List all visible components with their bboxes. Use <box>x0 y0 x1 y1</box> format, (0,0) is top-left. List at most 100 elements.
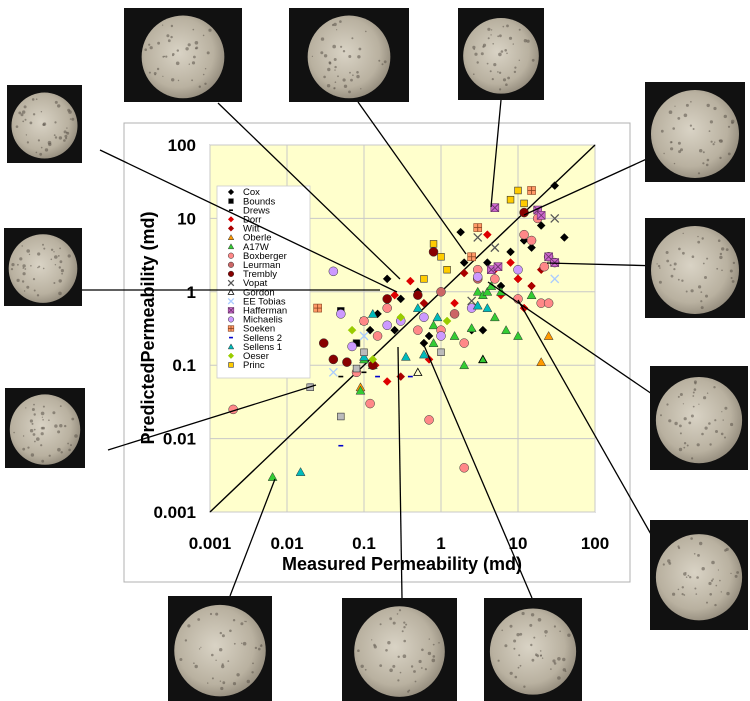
data-point-5-1 <box>536 357 547 367</box>
core-sample-disc <box>655 376 743 464</box>
data-point-6-16 <box>526 290 537 300</box>
data-point-15-1 <box>473 223 483 232</box>
data-point-0-22 <box>390 325 399 335</box>
core-sample-disc <box>651 226 739 314</box>
data-point-17-7 <box>472 300 483 310</box>
data-point-7-19 <box>543 298 554 308</box>
data-point-4-4 <box>527 281 536 291</box>
leader-line-10 <box>229 478 276 597</box>
data-point-14-2 <box>382 320 392 331</box>
data-point-0-2 <box>396 294 406 304</box>
core-photo-0 <box>7 85 82 163</box>
data-point-20-2 <box>360 348 368 356</box>
data-point-9-7 <box>318 338 329 348</box>
legend-label-12: EE Tobias <box>243 296 286 307</box>
core-sample-disc <box>463 18 539 94</box>
data-point-10-1 <box>550 213 560 223</box>
legend-marker-18 <box>227 352 235 359</box>
legend-marker-13 <box>227 307 235 314</box>
one-to-one-line <box>209 144 596 513</box>
legend-marker-3 <box>227 216 235 223</box>
core-photo-7 <box>645 218 745 318</box>
legend-label-13: Hafferman <box>243 306 287 317</box>
data-point-17-4 <box>432 312 443 322</box>
data-point-7-2 <box>359 316 369 326</box>
data-point-7-14 <box>526 235 537 246</box>
data-point-9-5 <box>428 247 439 257</box>
data-point-15-0 <box>313 303 322 313</box>
legend-marker-15 <box>227 325 235 332</box>
data-point-14-1 <box>336 309 346 319</box>
data-point-0-18 <box>536 221 546 230</box>
data-point-10-3 <box>467 296 477 306</box>
data-point-4-2 <box>459 268 469 278</box>
legend-marker-4 <box>227 225 235 232</box>
data-point-8-2 <box>449 309 460 319</box>
data-point-7-8 <box>459 463 469 473</box>
y-tick-label: 0.1 <box>172 356 196 375</box>
data-point-7-4 <box>382 303 392 313</box>
data-point-17-1 <box>359 351 369 361</box>
data-point-19-6 <box>506 195 515 204</box>
core-photo-5 <box>458 8 544 100</box>
leader-line-12 <box>422 342 533 599</box>
y-tick-label: 100 <box>168 136 196 155</box>
leader-line-11 <box>397 346 403 599</box>
legend-label-4: Witt <box>243 224 260 235</box>
data-point-7-3 <box>372 331 383 341</box>
data-point-11-0 <box>478 354 488 363</box>
legend-label-11: Gordon <box>243 287 275 298</box>
data-point-3-2 <box>390 290 399 300</box>
core-photo-6 <box>645 82 745 182</box>
legend-label-6: A17W <box>243 242 269 253</box>
data-point-6-7 <box>466 323 477 332</box>
legend-label-19: Princ <box>243 360 265 371</box>
data-point-13-6 <box>493 262 503 271</box>
legend-label-17: Sellens 1 <box>243 342 282 353</box>
data-point-14-7 <box>472 272 483 282</box>
leader-line-4 <box>357 101 467 255</box>
data-point-17-3 <box>412 303 423 312</box>
data-point-5-0 <box>543 330 554 340</box>
core-photo-11 <box>342 598 457 701</box>
legend-marker-10 <box>227 279 235 287</box>
legend-label-3: Dorr <box>243 215 261 226</box>
data-point-3-9 <box>513 274 523 284</box>
core-photo-10 <box>168 596 272 701</box>
data-point-15-3 <box>467 252 476 262</box>
core-sample-disc <box>141 15 225 99</box>
leader-lines <box>82 99 675 599</box>
data-point-3-5 <box>450 298 459 308</box>
data-point-10-2 <box>490 243 500 253</box>
legend-marker-12 <box>227 297 235 305</box>
legend-marker-9 <box>227 270 235 277</box>
data-point-9-0 <box>328 354 339 365</box>
data-point-6-12 <box>489 312 500 322</box>
legend: CoxBoundsDrewsDorrWittOberleA17WBoxberge… <box>216 185 311 379</box>
data-point-6-5 <box>449 330 460 340</box>
data-point-12-2 <box>550 274 560 284</box>
legend-marker-19 <box>228 362 234 368</box>
core-photo-12 <box>484 598 582 701</box>
data-point-3-8 <box>506 258 515 267</box>
data-point-4-1 <box>419 298 429 308</box>
data-point-18-0 <box>347 325 357 335</box>
legend-marker-5 <box>227 234 235 240</box>
data-point-10-0 <box>473 232 483 242</box>
core-photo-1 <box>4 228 82 306</box>
y-tick-label: 10 <box>177 209 196 228</box>
x-tick-label: 1 <box>436 534 445 553</box>
data-point-18-1 <box>442 316 452 326</box>
x-tick-label: 0.001 <box>189 534 232 553</box>
data-point-17-5 <box>418 349 429 359</box>
data-point-19-0 <box>429 240 438 248</box>
data-point-7-7 <box>459 338 469 348</box>
data-point-19-2 <box>443 266 451 274</box>
data-point-6-15 <box>513 330 523 340</box>
y-axis-title: PredictedPermeability (md) <box>138 211 158 444</box>
data-point-0-14 <box>506 247 515 257</box>
x-tick-label: 0.01 <box>270 534 303 553</box>
data-point-19-5 <box>420 275 428 283</box>
legend-marker-1 <box>228 198 234 204</box>
core-sample-disc <box>9 394 81 465</box>
